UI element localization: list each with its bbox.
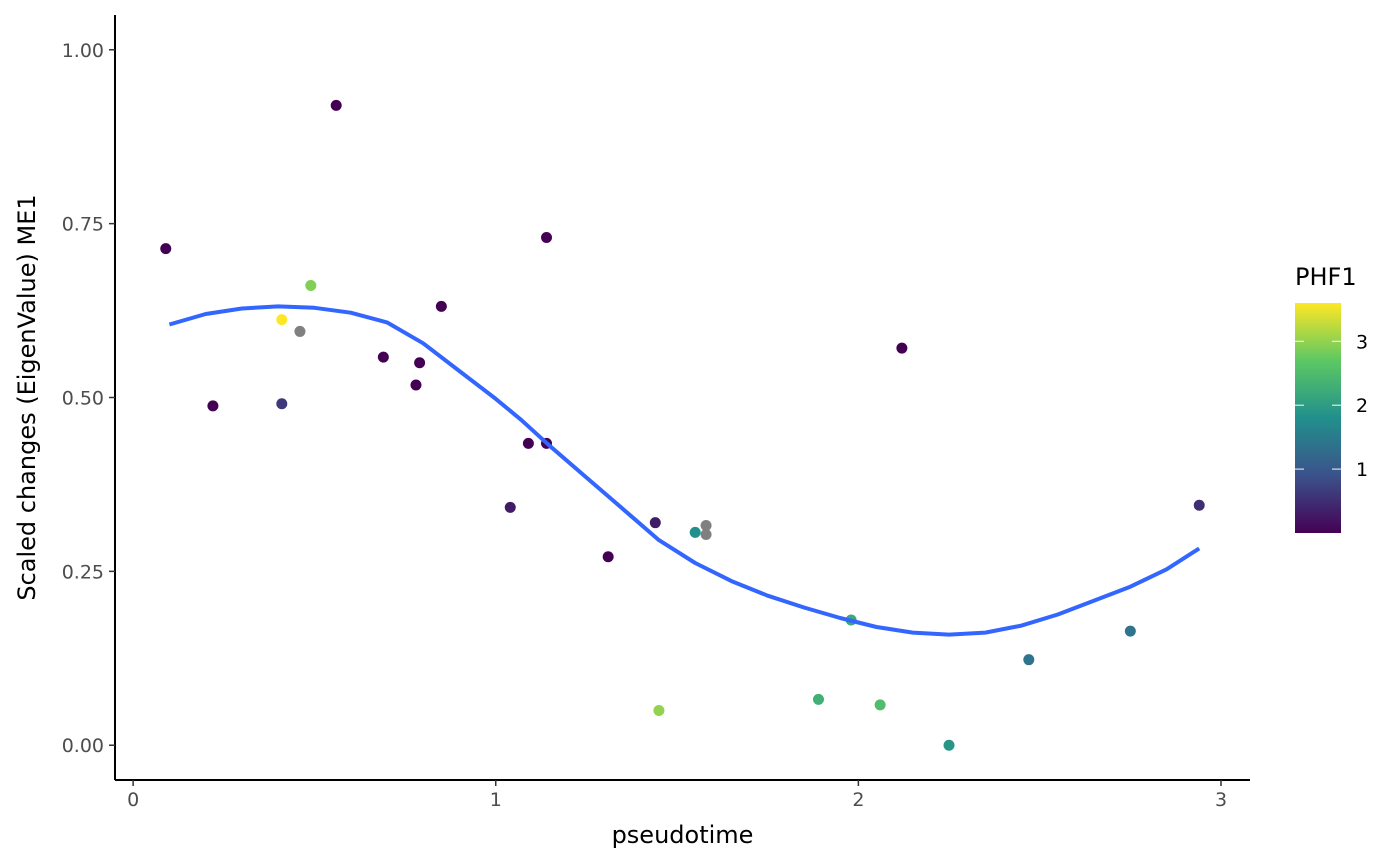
data-point bbox=[377, 351, 389, 363]
data-point bbox=[874, 699, 886, 711]
x-tick-label: 1 bbox=[490, 789, 502, 811]
data-point bbox=[700, 529, 712, 541]
legend-colorbar bbox=[1295, 303, 1341, 533]
data-point bbox=[330, 99, 342, 111]
data-point bbox=[541, 232, 553, 244]
data-point bbox=[276, 314, 288, 326]
y-tick-label: 0.25 bbox=[62, 561, 104, 583]
data-point bbox=[160, 243, 172, 255]
data-point bbox=[700, 519, 712, 531]
data-point bbox=[1023, 654, 1035, 666]
data-point bbox=[943, 739, 955, 751]
data-point bbox=[1193, 499, 1205, 511]
y-tick-label: 0.00 bbox=[62, 735, 104, 757]
data-point bbox=[294, 325, 306, 337]
x-tick-label: 2 bbox=[852, 789, 864, 811]
data-point bbox=[504, 501, 516, 513]
smooth-line bbox=[168, 304, 1201, 637]
data-point bbox=[435, 300, 447, 312]
y-axis-title: Scaled changes (EigenValue) ME1 bbox=[13, 194, 41, 600]
data-point bbox=[305, 280, 317, 292]
smooth-layer bbox=[168, 304, 1201, 637]
legend-tick-label: 1 bbox=[1356, 459, 1368, 481]
data-point bbox=[689, 526, 701, 538]
data-point bbox=[649, 517, 661, 529]
legend-tick-label: 3 bbox=[1356, 331, 1368, 353]
legend: PHF1 1 2 3 bbox=[1295, 263, 1368, 533]
y-tick-label: 0.75 bbox=[62, 214, 104, 236]
data-point bbox=[522, 437, 534, 449]
y-tick-label: 1.00 bbox=[62, 40, 104, 62]
data-point bbox=[414, 357, 426, 369]
data-point bbox=[653, 704, 665, 716]
data-point bbox=[602, 551, 614, 563]
legend-tick-label: 2 bbox=[1356, 395, 1368, 417]
data-point bbox=[812, 693, 824, 705]
data-point bbox=[207, 400, 219, 412]
data-point bbox=[896, 342, 908, 354]
x-axis-title: pseudotime bbox=[612, 821, 754, 849]
legend-title: PHF1 bbox=[1295, 263, 1357, 291]
x-tick-label: 3 bbox=[1215, 789, 1227, 811]
axes: 0 1 2 3 0.00 0.25 0.50 0.75 1.00 bbox=[62, 15, 1250, 811]
y-tick-label: 0.50 bbox=[62, 388, 104, 410]
x-tick-label: 0 bbox=[127, 789, 139, 811]
data-point bbox=[276, 398, 288, 410]
data-point bbox=[1124, 625, 1136, 637]
data-point bbox=[410, 379, 422, 391]
points-layer bbox=[160, 99, 1205, 751]
